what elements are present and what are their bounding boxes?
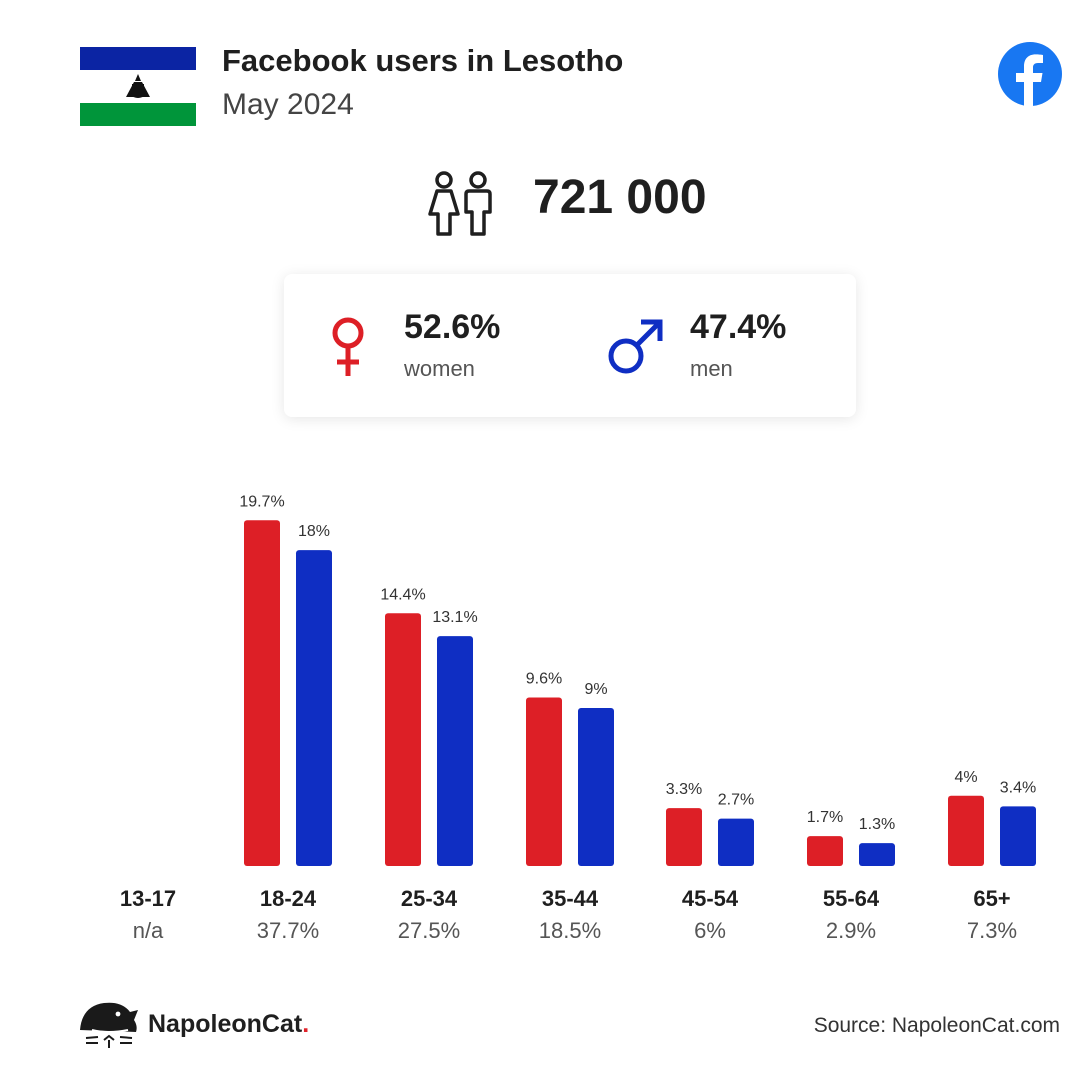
age-gender-bar-chart: 13-17 n/a 19.7% 18% 18-24 37.7% 14.4% 13.1% 25-3… [120,493,1036,943]
value-label-men: 18% [298,523,330,540]
bar-men [437,636,473,866]
female-symbol-icon [332,317,364,376]
page-title: Facebook users in Lesotho [222,43,624,78]
napoleoncat-brand-name: NapoleonCat. [148,1010,309,1039]
bar-women [244,520,280,866]
bar-men [578,708,614,866]
napoleoncat-logo-icon [80,1002,138,1048]
value-label-women: 14.4% [380,586,425,603]
age-group-total: 18.5% [539,918,601,943]
people-icon [428,171,492,236]
men-percentage: 47.4% [690,308,787,346]
value-label-women: 3.3% [666,781,702,798]
value-label-men: 9% [584,681,607,698]
value-label-women: 1.7% [807,809,843,826]
age-group-label: 35-44 [542,886,599,911]
gender-summary-card: 52.6% women 47.4% men [284,274,856,417]
brand-text: NapoleonCat [148,1010,303,1038]
age-group-total: 7.3% [967,918,1017,943]
value-label-men: 13.1% [432,609,477,626]
bar-women [666,808,702,866]
bar-women [948,795,984,866]
age-group-label: 13-17 [120,886,176,911]
bar-women [526,697,562,866]
bar-men [859,843,895,866]
value-label-women: 19.7% [239,493,284,510]
lesotho-flag-icon [80,47,196,126]
age-group-label: 65+ [973,886,1010,911]
women-label: women [404,356,475,381]
bar-men [1000,806,1036,866]
bar-men [718,818,754,866]
page-subtitle: May 2024 [222,88,354,121]
bar-men [296,550,332,866]
value-label-women: 9.6% [526,671,562,688]
total-users-count: 721 000 [533,171,707,224]
age-group-label: 55-64 [823,886,880,911]
value-label-women: 4% [954,769,977,786]
age-group-total: 37.7% [257,918,319,943]
age-group-total: 2.9% [826,918,876,943]
age-group-total: n/a [133,918,164,943]
age-group-label: 45-54 [682,886,739,911]
bar-women [385,613,421,866]
men-label: men [690,356,733,381]
age-group-total: 6% [694,918,726,943]
value-label-men: 3.4% [1000,779,1036,796]
source-credit: Source: NapoleonCat.com [813,1014,1060,1037]
value-label-men: 2.7% [718,792,754,809]
male-symbol-icon [608,319,663,374]
facebook-logo-icon [998,42,1062,107]
age-group-label: 18-24 [260,886,317,911]
age-group-total: 27.5% [398,918,460,943]
age-group-label: 25-34 [401,886,458,911]
value-label-men: 1.3% [859,816,895,833]
women-percentage: 52.6% [404,308,501,346]
brand-dot: . [302,1010,310,1038]
bar-women [807,836,843,866]
